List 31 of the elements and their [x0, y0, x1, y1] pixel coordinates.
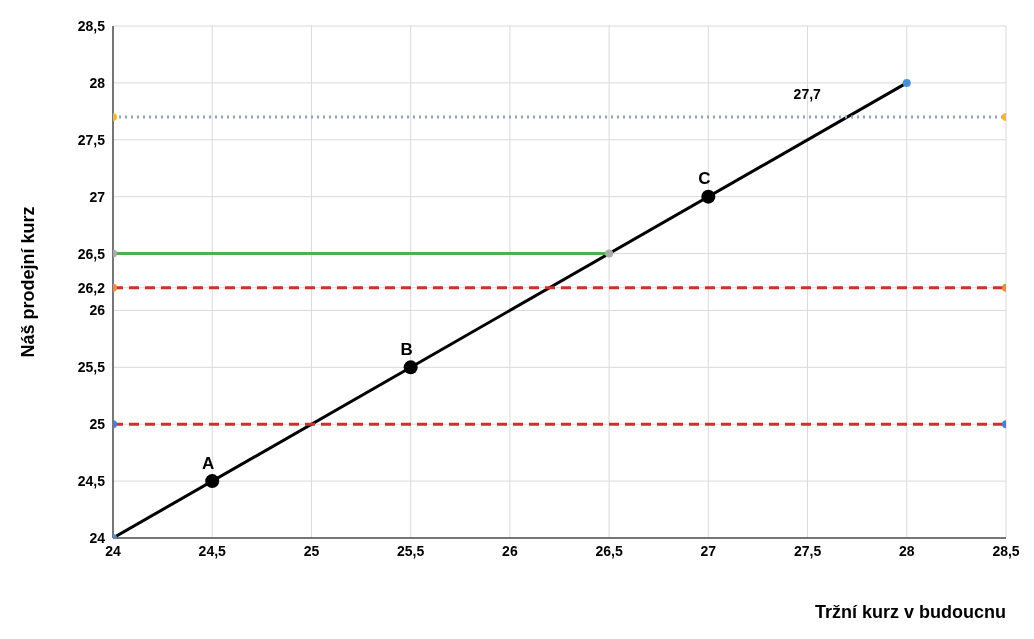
point: [403, 360, 418, 375]
x-tick-label: 28,5: [992, 542, 1020, 559]
y-tick-label: 25,5: [77, 359, 106, 376]
point: [701, 189, 716, 204]
point: [902, 78, 911, 87]
x-tick-label: 26,5: [595, 542, 623, 559]
y-tick-label: 28,5: [77, 17, 106, 34]
y-tick-label: 27: [89, 188, 106, 205]
x-tick-label: 28: [898, 542, 915, 559]
x-tick-label: 26: [502, 542, 518, 559]
x-tick-label: 24,5: [198, 542, 227, 559]
x-tick-label: 27,5: [793, 542, 822, 559]
y-tick-label: 24: [89, 529, 106, 546]
y-tick-label: 25: [89, 416, 106, 433]
y-axis-title: Náš prodejní kurz: [18, 206, 39, 358]
y-tick-label: 28: [89, 74, 106, 91]
y-tick-label: 26,2: [77, 279, 106, 296]
y-tick-label: 24,5: [77, 473, 106, 490]
y-tick-label: 26,5: [77, 245, 106, 262]
x-tick-label: 25,5: [397, 542, 425, 559]
x-tick-label: 25: [303, 542, 320, 559]
data-label: B: [400, 339, 413, 359]
x-tick-label: 27: [700, 542, 717, 559]
y-tick-label: 26: [89, 302, 106, 319]
x-tick-label: 24: [105, 542, 121, 559]
annotation: 27,7: [793, 86, 822, 103]
data-label: A: [202, 453, 215, 473]
point: [205, 474, 220, 489]
y-tick-label: 27,5: [77, 131, 106, 148]
x-axis-title: Tržní kurz v budoucnu: [814, 602, 1006, 622]
data-label: C: [698, 169, 711, 189]
